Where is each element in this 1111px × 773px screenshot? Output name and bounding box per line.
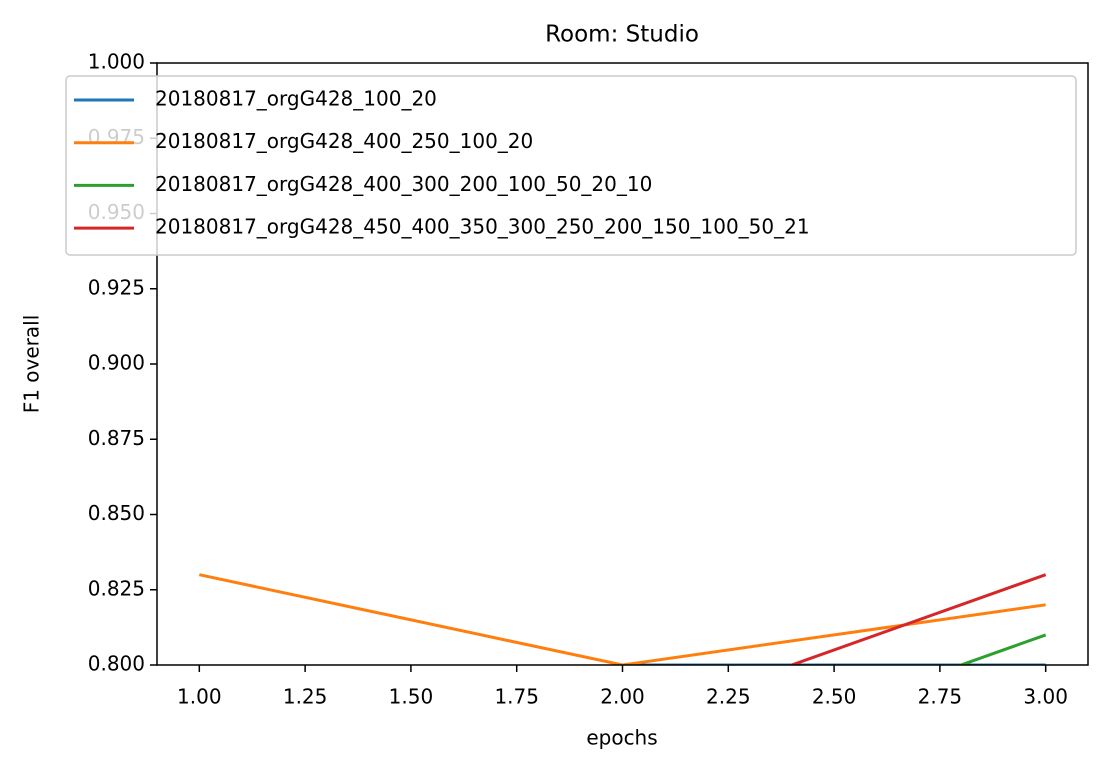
y-axis-label: F1 overall [20, 315, 44, 414]
legend-box [65, 75, 1077, 256]
chart-title: Room: Studio [545, 22, 699, 48]
x-tick-label: 1.00 [177, 685, 222, 709]
plot-lines [199, 573, 1047, 665]
x-tick-label: 1.50 [389, 685, 434, 709]
y-tick-label: 1.000 [88, 50, 145, 74]
x-tick-label: 2.25 [706, 685, 751, 709]
x-tick-label: 2.50 [812, 685, 857, 709]
x-tick-label: 1.75 [494, 685, 539, 709]
series-line [787, 573, 1047, 665]
x-tick-label: 2.75 [918, 685, 963, 709]
x-axis-label: epochs [586, 726, 657, 750]
legend-label: 20180817_orgG428_400_300_200_100_50_20_1… [155, 172, 652, 196]
x-tick-label: 2.00 [600, 685, 645, 709]
series-line [956, 633, 1047, 665]
legend-label: 20180817_orgG428_450_400_350_300_250_200… [155, 215, 810, 239]
plot-frame [156, 62, 1089, 666]
x-tick-label: 1.25 [283, 685, 328, 709]
y-tick-label: 0.900 [88, 351, 145, 375]
y-tick-label: 0.925 [88, 275, 145, 299]
y-tick-label: 0.825 [88, 576, 145, 600]
x-tick-label: 3.00 [1023, 685, 1068, 709]
y-tick-label: 0.800 [88, 652, 145, 676]
y-tick-label: 0.850 [88, 501, 145, 525]
y-tick-label: 0.875 [88, 426, 145, 450]
legend-label: 20180817_orgG428_100_20 [155, 87, 437, 111]
legend-label: 20180817_orgG428_400_250_100_20 [155, 129, 533, 153]
